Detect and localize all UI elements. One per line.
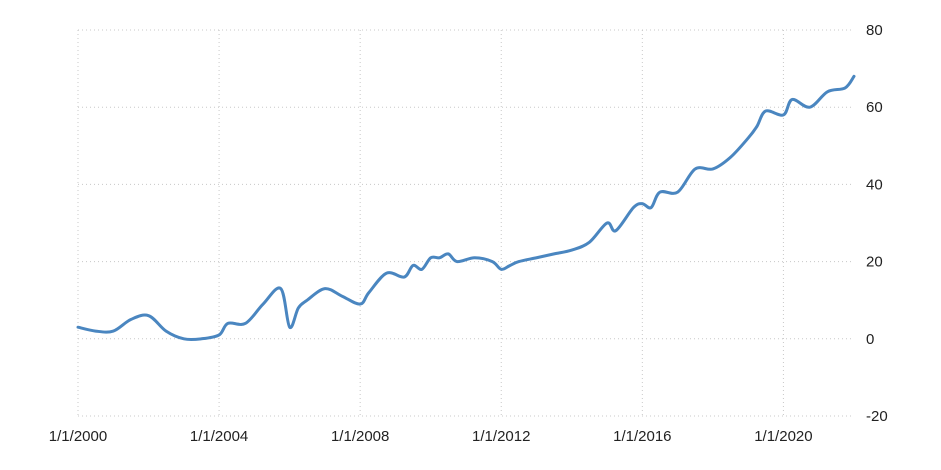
y-tick-label: -20 <box>866 408 888 425</box>
data-point <box>517 260 521 264</box>
data-point <box>825 90 829 94</box>
data-point <box>490 260 494 264</box>
data-point <box>199 337 203 341</box>
data-point <box>755 125 759 129</box>
data-point <box>446 252 450 256</box>
data-point <box>499 267 503 271</box>
data-point <box>296 306 300 310</box>
y-tick-label: 0 <box>866 331 874 348</box>
data-point <box>244 321 248 325</box>
data-point <box>288 325 292 329</box>
data-point <box>649 206 653 210</box>
data-point <box>147 314 151 318</box>
series-layer <box>76 74 856 342</box>
data-point <box>182 337 186 341</box>
series-line <box>76 74 856 342</box>
data-point <box>728 155 732 159</box>
data-point <box>587 240 591 244</box>
data-point <box>261 302 265 306</box>
data-point <box>305 298 309 302</box>
data-point <box>226 321 230 325</box>
data-point <box>367 290 371 294</box>
data-point <box>437 256 441 260</box>
data-point <box>605 221 609 225</box>
y-tick-label: 20 <box>866 254 883 271</box>
data-point <box>746 136 750 140</box>
x-tick-label: 1/1/2012 <box>472 428 530 445</box>
data-point <box>640 202 644 206</box>
data-point <box>217 333 221 337</box>
data-point <box>658 190 662 194</box>
data-point <box>473 256 477 260</box>
data-point <box>631 206 635 210</box>
data-point <box>420 267 424 271</box>
data-point <box>764 109 768 113</box>
x-tick-label: 1/1/2020 <box>754 428 812 445</box>
data-point <box>676 190 680 194</box>
data-point <box>129 318 133 322</box>
data-point <box>279 287 283 291</box>
data-point <box>693 167 697 171</box>
data-point <box>781 113 785 117</box>
data-point <box>570 248 574 252</box>
data-point <box>508 263 512 267</box>
data-point <box>843 86 847 90</box>
data-point <box>808 105 812 109</box>
data-point <box>552 252 556 256</box>
grid <box>77 29 854 417</box>
data-point <box>340 294 344 298</box>
data-point <box>429 256 433 260</box>
data-point <box>402 275 406 279</box>
data-point <box>411 263 415 267</box>
data-point <box>535 256 539 260</box>
data-point <box>614 229 618 233</box>
y-tick-label: 40 <box>866 176 883 193</box>
data-point <box>358 302 362 306</box>
x-tick-label: 1/1/2000 <box>49 428 107 445</box>
data-point <box>94 329 98 333</box>
y-tick-label: 60 <box>866 99 883 116</box>
data-point <box>164 329 168 333</box>
data-point <box>76 325 80 329</box>
x-tick-label: 1/1/2008 <box>331 428 389 445</box>
data-point <box>852 74 856 78</box>
data-point <box>111 329 115 333</box>
data-point <box>385 271 389 275</box>
x-tick-label: 1/1/2004 <box>190 428 248 445</box>
x-axis-tick-labels: 1/1/2000 1/1/2004 1/1/2008 1/1/2012 1/1/2016… <box>49 428 813 445</box>
data-point <box>711 167 715 171</box>
data-point <box>455 260 459 264</box>
y-tick-label: 80 <box>866 22 883 39</box>
data-point <box>790 97 794 101</box>
y-axis-tick-labels: -20 0 20 40 60 80 <box>866 22 888 425</box>
data-point <box>323 287 327 291</box>
x-tick-label: 1/1/2016 <box>613 428 671 445</box>
